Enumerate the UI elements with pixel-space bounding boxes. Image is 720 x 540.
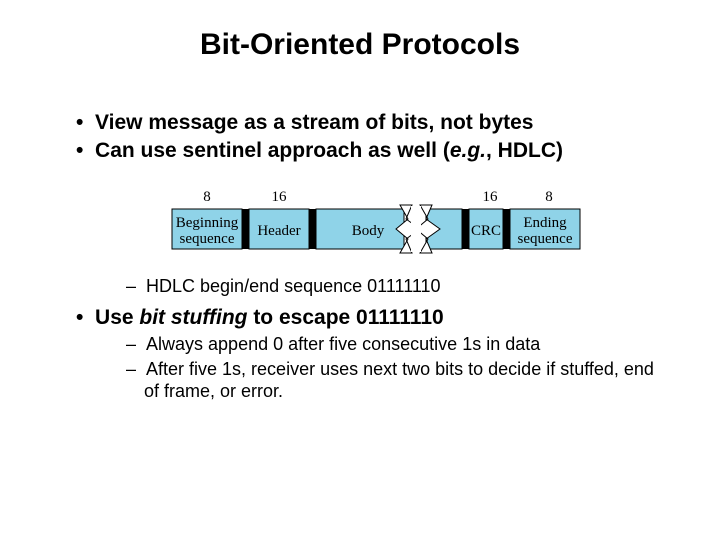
seg-header-label: Header (257, 223, 300, 239)
bullet-append-zero: – Always append 0 after five consecutive… (126, 333, 672, 356)
seg-begin-label1: Beginning (176, 215, 239, 231)
bullet-text-post: to escape 01111110 (247, 306, 443, 329)
bullet-text: HDLC begin/end sequence 01111110 (146, 276, 441, 296)
bullet-hdlc-sequence: – HDLC begin/end sequence 01111110 (126, 275, 672, 298)
width-crc: 16 (483, 189, 499, 205)
body-break-mask (411, 206, 421, 252)
bullet-text-em: bit stuffing (139, 306, 247, 329)
seg-body-label: Body (352, 223, 385, 239)
seg-end-label2: sequence (518, 231, 573, 247)
sep-1 (242, 209, 249, 249)
seg-end-label1: Ending (523, 215, 567, 231)
sep-2 (309, 209, 316, 249)
width-header: 16 (272, 189, 288, 205)
bullet-text: After five 1s, receiver uses next two bi… (144, 359, 654, 402)
bullet-view-message: • View message as a stream of bits, not … (76, 110, 672, 136)
bullet-receiver: – After five 1s, receiver uses next two … (126, 358, 672, 403)
sep-3 (462, 209, 469, 249)
bullet-text-pre: Use (95, 306, 139, 329)
hdlc-frame-diagram: 8 16 16 8 Beginning sequence Header Body (168, 187, 672, 257)
bullet-bit-stuffing: • Use bit stuffing to escape 01111110 (76, 305, 672, 331)
bullet-text: Always append 0 after five consecutive 1… (146, 334, 540, 354)
width-end: 8 (545, 189, 553, 205)
bullet-text-post: , HDLC) (486, 139, 563, 162)
bullet-text-em: e.g. (450, 139, 486, 162)
sep-4 (503, 209, 510, 249)
seg-begin-label2: sequence (180, 231, 235, 247)
bullet-text-pre: Can use sentinel approach as well ( (95, 139, 450, 162)
width-begin: 8 (203, 189, 211, 205)
bullet-sentinel: • Can use sentinel approach as well (e.g… (76, 138, 672, 164)
slide-title: Bit-Oriented Protocols (48, 28, 672, 62)
bullet-text: View message as a stream of bits, not by… (95, 111, 533, 134)
seg-crc-label: CRC (471, 223, 501, 239)
hdlc-frame-svg: 8 16 16 8 Beginning sequence Header Body (168, 187, 598, 257)
